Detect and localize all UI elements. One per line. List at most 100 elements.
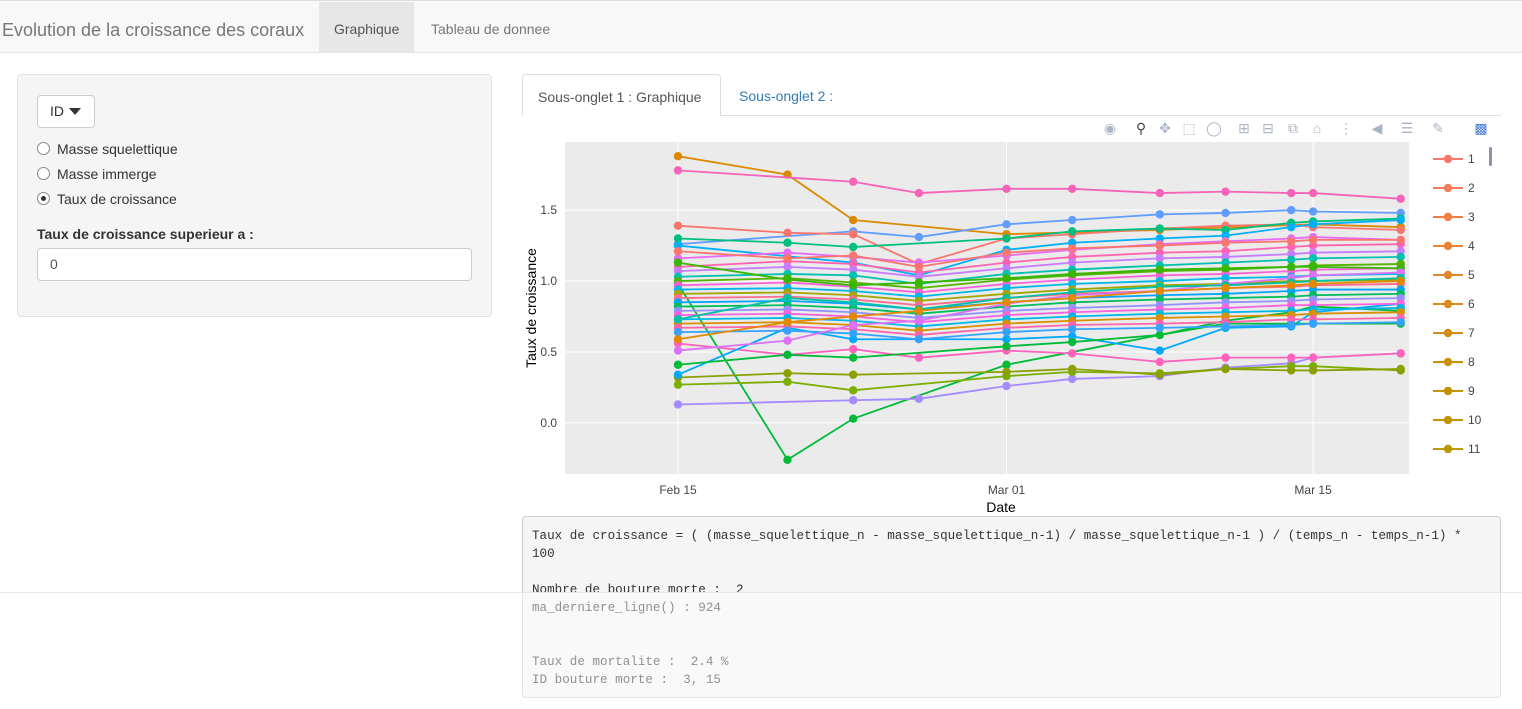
data-point [1396, 276, 1405, 286]
x-axis-title: Date [986, 499, 1016, 515]
data-point [1002, 234, 1011, 243]
legend-item: 11 [1433, 442, 1481, 456]
data-point [1068, 227, 1077, 236]
legend-swatch-marker [1443, 386, 1453, 396]
tab-tableau-de-donnee[interactable]: Tableau de donnee [431, 21, 551, 37]
data-point [673, 335, 683, 344]
hover-closest-icon[interactable]: ◀ [1371, 120, 1383, 136]
zoom-out-icon[interactable]: ⊟ [1262, 120, 1274, 136]
info-output-panel: Taux de croissance = ( (masse_squelettiq… [522, 516, 1501, 698]
legend-label: 1 [1468, 152, 1475, 166]
legend-scrollbar[interactable] [1489, 147, 1492, 166]
sidebar-panel: ID Masse squelettique Masse immerge Taux… [17, 74, 492, 317]
data-point [1396, 215, 1405, 225]
caret-down-icon [69, 108, 81, 115]
data-point [673, 400, 683, 409]
zoom-icon[interactable]: ⚲ [1135, 120, 1147, 136]
series-path [677, 368, 1401, 379]
legend[interactable]: 1 2 3 4 5 6 7 8 9 10 11 [1433, 152, 1482, 456]
data-point [1287, 205, 1296, 215]
radio-circle[interactable] [37, 167, 50, 180]
mortality-text: Taux de mortalite : 2.4 % [532, 655, 729, 669]
legend-item: 10 [1433, 413, 1482, 427]
radio-label: Taux de croissance [57, 191, 177, 207]
pan-icon[interactable]: ✥ [1159, 120, 1171, 136]
subtab-graphique[interactable]: Sous-onglet 1 : Graphique [522, 74, 721, 116]
legend-label: 10 [1468, 413, 1482, 427]
series-line [673, 235, 1405, 272]
data-point [1155, 210, 1165, 219]
data-point [783, 317, 792, 327]
data-point [1287, 353, 1296, 362]
reset-axes-icon[interactable]: ⌂ [1312, 120, 1322, 136]
threshold-input[interactable]: 0 [37, 248, 472, 281]
navbar: Evolution de la croissance des coraux Gr… [0, 0, 1522, 53]
camera-icon[interactable]: ◉ [1103, 120, 1117, 136]
dead-count-text: Nombre de bouture morte : 2 [532, 583, 744, 597]
radio-label: Masse immerge [57, 166, 157, 182]
data-point [1068, 244, 1077, 253]
navbar-brand: Evolution de la croissance des coraux [2, 20, 305, 40]
data-point [673, 166, 683, 175]
data-point [1308, 254, 1318, 263]
y-tick-label: 0.0 [540, 416, 557, 430]
data-point [1308, 262, 1318, 272]
data-point [1308, 366, 1318, 375]
data-point [1155, 254, 1165, 263]
radio-circle-checked[interactable] [37, 192, 50, 205]
data-point [1155, 323, 1165, 333]
data-point [849, 242, 858, 252]
data-point [914, 316, 924, 325]
tab-graphique[interactable]: Graphique [319, 2, 415, 53]
autoscale-icon[interactable]: ⧉ [1288, 120, 1298, 136]
data-point [1068, 269, 1077, 279]
edit-chart-icon[interactable]: ✎ [1432, 120, 1444, 136]
data-point [914, 262, 924, 272]
data-point [914, 335, 924, 344]
series-line [673, 317, 1405, 344]
data-point [1002, 360, 1011, 369]
data-point [1002, 367, 1011, 377]
legend-item: 2 [1433, 181, 1475, 195]
subtab-2[interactable]: Sous-onglet 2 : [739, 88, 834, 104]
hover-compare-icon[interactable]: ☰ [1400, 120, 1414, 136]
zoom-in-icon[interactable]: ⊞ [1238, 120, 1250, 136]
data-point [849, 353, 858, 362]
data-point [1002, 248, 1011, 257]
box-select-icon[interactable]: ⬚ [1182, 120, 1196, 136]
legend-item: 8 [1433, 355, 1475, 369]
legend-swatch-marker [1443, 183, 1453, 193]
data-point [783, 350, 792, 360]
data-point [673, 258, 683, 267]
data-point [1002, 381, 1011, 391]
data-point [1396, 194, 1405, 203]
y-tick-label: 0.5 [540, 345, 557, 359]
data-point [783, 377, 792, 386]
legend-swatch-marker [1443, 154, 1453, 164]
data-point [1002, 327, 1011, 337]
radio-circle[interactable] [37, 142, 50, 155]
lasso-icon[interactable]: ◯ [1206, 120, 1222, 136]
id-dropdown-label: ID [50, 103, 64, 119]
data-point [1287, 320, 1296, 330]
legend-item: 5 [1433, 268, 1475, 282]
id-dropdown-button[interactable]: ID [37, 95, 95, 128]
series-layer [673, 151, 1405, 465]
data-point [1221, 364, 1230, 374]
data-point [783, 228, 792, 238]
spike-lines-icon[interactable]: ⋮ [1339, 120, 1353, 136]
last-line-text: ma_derniere_ligne() : 924 [532, 601, 721, 615]
plotly-logo-icon[interactable]: ▩ [1474, 120, 1488, 136]
legend-item: 4 [1433, 239, 1475, 253]
data-point [1068, 374, 1077, 384]
data-point [1155, 188, 1165, 198]
x-tick-label: Feb 15 [659, 483, 697, 497]
data-point [673, 327, 683, 337]
legend-label: 7 [1468, 326, 1475, 340]
data-point [1068, 325, 1077, 334]
data-point [1287, 237, 1296, 246]
data-point [1068, 293, 1077, 303]
data-point [1002, 342, 1011, 351]
data-point [849, 386, 858, 395]
